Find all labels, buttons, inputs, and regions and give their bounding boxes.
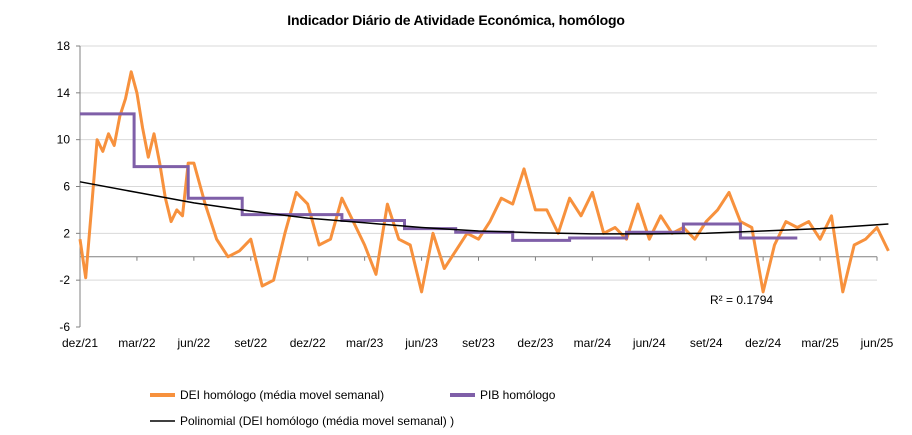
series-line-dei — [78, 70, 890, 294]
x-tick-label: mar/23 — [346, 336, 384, 350]
legend-label-dei: DEI homólogo (média movel semanal) — [180, 388, 384, 402]
legend: DEI homólogo (média movel semanal) PIB h… — [150, 388, 556, 428]
x-tick-label: mar/24 — [574, 336, 612, 350]
y-tick-label: 10 — [57, 133, 71, 147]
legend-label-pib: PIB homólogo — [480, 388, 556, 402]
x-tick-label: dez/22 — [290, 336, 326, 350]
x-tick-label: set/22 — [234, 336, 267, 350]
y-tick-label: -2 — [59, 273, 70, 287]
axes — [76, 45, 878, 328]
x-tick-label: dez/24 — [745, 336, 781, 350]
y-tick-label: 18 — [57, 39, 71, 53]
x-tick-label: jun/24 — [632, 336, 666, 350]
series-trend-poly — [79, 181, 889, 235]
x-tick-label: dez/23 — [517, 336, 553, 350]
tick-labels: -6 -2 2 6 10 14 18 dez/21 mar/22 jun/22 set/22 dez/… — [57, 39, 894, 350]
y-tick-label: 2 — [63, 226, 70, 240]
x-tick-label: set/24 — [690, 336, 723, 350]
gridlines — [80, 45, 877, 281]
x-tick-label: set/23 — [462, 336, 495, 350]
x-tick-label: jun/23 — [404, 336, 438, 350]
y-tick-label: 14 — [57, 86, 71, 100]
y-tick-label: 6 — [63, 180, 70, 194]
r-squared-annotation: R² = 0.1794 — [710, 293, 773, 307]
x-tick-label: jun/22 — [177, 336, 211, 350]
legend-label-poly: Polinomial (DEI homólogo (média movel se… — [180, 414, 454, 428]
y-tick-label: -6 — [59, 320, 70, 334]
x-tick-label: mar/22 — [118, 336, 156, 350]
series-step-pib — [80, 112, 798, 242]
x-tick-label: jun/25 — [860, 336, 894, 350]
series-layer — [78, 70, 890, 294]
chart-title: Indicador Diário de Atividade Económica,… — [287, 12, 625, 28]
x-tick-label: dez/21 — [62, 336, 98, 350]
x-tick-label: mar/25 — [801, 336, 839, 350]
